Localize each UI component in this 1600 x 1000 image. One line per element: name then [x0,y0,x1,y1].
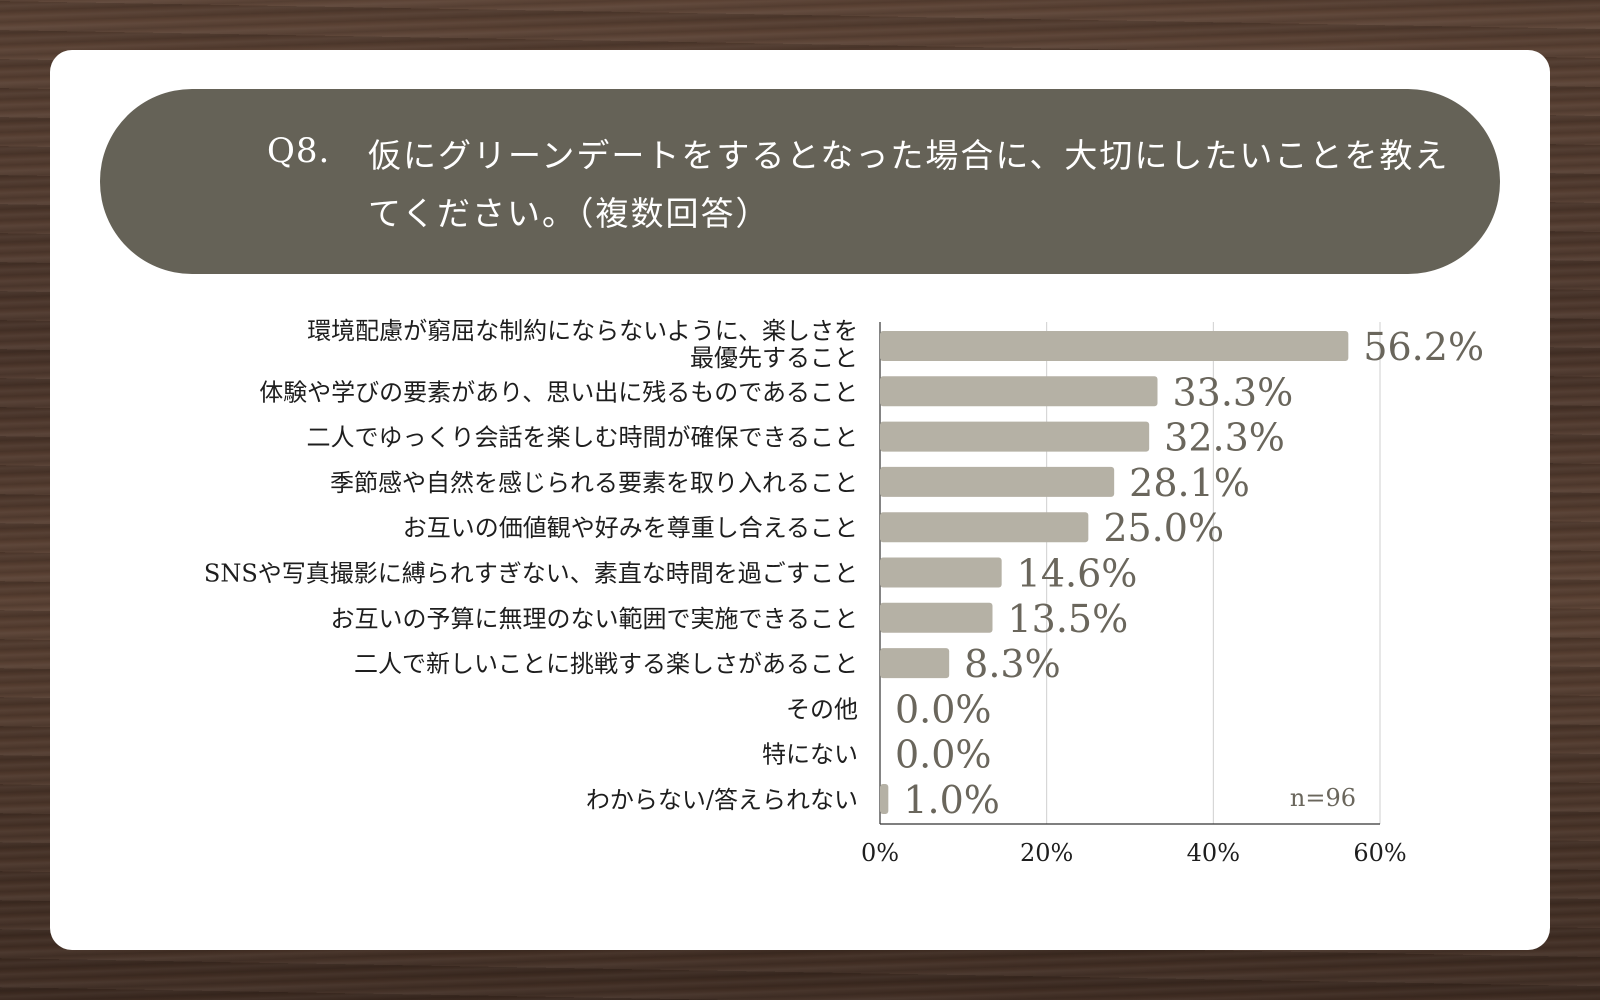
value-label: 8.3% [964,642,1061,686]
category-label: SNSや写真撮影に縛られすぎない、素直な時間を過ごすこと [204,560,858,588]
category-label: 二人でゆっくり会話を楽しむ時間が確保できること [306,424,858,452]
value-label: 25.0% [1103,506,1224,550]
bar [880,784,889,814]
bar [880,376,1158,407]
category-label: その他 [786,695,858,723]
value-label: 56.2% [1363,325,1484,369]
bar-layer [880,331,1349,814]
bar [880,602,993,633]
category-label: 最優先すること [690,344,858,372]
x-tick-label: 60% [1353,839,1406,867]
x-tick-label: 20% [1020,839,1073,867]
value-label: 0.0% [895,733,992,777]
category-label: わからない/答えられない [586,786,858,814]
bar-chart: 0% 20% 40% 60% 56.2% 環境配慮が窮屈な制約にならないように、楽しさを最… [204,317,1484,867]
category-label: 二人で新しいことに挑戦する楽しさがあること [354,650,858,678]
value-label: 13.5% [1008,597,1129,641]
question-header: Q8. 仮にグリーンデートをするとなった場合に、大切にしたいことを教えてください… [100,89,1500,274]
category-label: 特にない [762,741,858,769]
category-label: 環境配慮が窮屈な制約にならないように、楽しさを [307,317,858,345]
card: Q8. 仮にグリーンデートをするとなった場合に、大切にしたいことを教えてください… [50,50,1550,950]
x-tick-label: 0% [861,839,899,867]
bar [880,512,1089,543]
category-label: お互いの価値観や好みを尊重し合えること [403,514,858,542]
bar [880,557,1002,588]
bar [880,648,950,679]
value-label: 28.1% [1129,461,1250,505]
value-label: 14.6% [1017,552,1138,596]
category-label: 体験や学びの要素があり、思い出に残るものであること [259,378,858,406]
label-layer: 0% 20% 40% 60% 56.2% 環境配慮が窮屈な制約にならないように、楽しさを最… [204,317,1484,867]
value-label: 33.3% [1173,370,1294,414]
value-label: 1.0% [903,778,1000,822]
value-label: 0.0% [895,687,992,731]
bar [880,421,1150,452]
value-label: 32.3% [1164,416,1285,460]
bar [880,466,1115,497]
category-label: 季節感や自然を感じられる要素を取り入れること [330,469,858,497]
category-label: お互いの予算に無理のない範囲で実施できること [330,605,858,633]
question-number: Q8. [267,131,331,171]
bar [880,331,1349,361]
question-text: 仮にグリーンデートをするとなった場合に、大切にしたいことを教えてください。（複数… [368,136,1450,233]
sample-size-annotation: n=96 [1290,784,1356,812]
x-tick-label: 40% [1187,839,1240,867]
